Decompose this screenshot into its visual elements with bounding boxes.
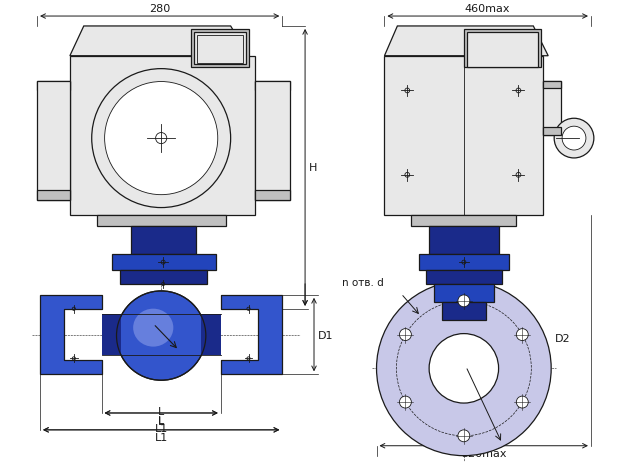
Text: D2: D2	[555, 333, 571, 343]
Polygon shape	[255, 190, 290, 200]
Text: 460max: 460max	[465, 4, 510, 14]
Bar	[442, 302, 486, 320]
Circle shape	[554, 119, 594, 159]
Text: D1: D1	[318, 330, 333, 340]
Polygon shape	[384, 27, 548, 56]
Bar	[467, 33, 538, 68]
Text: 320max: 320max	[461, 448, 507, 458]
Bar	[384, 56, 543, 215]
Text: n отв. d: n отв. d	[342, 277, 384, 287]
Bar	[543, 81, 561, 136]
Circle shape	[92, 69, 231, 208]
Bar	[543, 128, 561, 136]
Circle shape	[105, 82, 218, 195]
Bar	[419, 255, 508, 270]
Circle shape	[517, 329, 528, 341]
Text: L: L	[158, 406, 164, 416]
Bar	[426, 270, 501, 284]
Circle shape	[458, 430, 470, 442]
Ellipse shape	[133, 309, 173, 347]
Bar	[96, 215, 226, 227]
Polygon shape	[37, 81, 70, 200]
Text: L1: L1	[154, 432, 168, 442]
Polygon shape	[37, 81, 70, 91]
Bar	[112, 255, 215, 270]
Bar	[543, 81, 561, 89]
Bar	[70, 56, 255, 215]
Bar	[197, 36, 243, 63]
Text: L: L	[158, 416, 164, 426]
Polygon shape	[40, 295, 101, 375]
Bar	[464, 30, 541, 68]
Bar	[101, 314, 122, 356]
Bar	[411, 215, 517, 227]
Bar	[194, 33, 246, 64]
Polygon shape	[220, 295, 282, 375]
Circle shape	[399, 396, 411, 408]
Bar	[201, 314, 220, 356]
Circle shape	[377, 282, 551, 456]
Circle shape	[399, 329, 411, 341]
Circle shape	[117, 291, 206, 381]
Text: H: H	[309, 163, 318, 173]
Text: 280: 280	[149, 4, 170, 14]
Bar	[101, 314, 220, 356]
Bar	[434, 284, 494, 302]
Polygon shape	[70, 27, 248, 56]
Bar	[120, 270, 207, 284]
Bar	[429, 227, 498, 255]
Bar	[191, 30, 248, 68]
Polygon shape	[37, 190, 70, 200]
Circle shape	[562, 127, 586, 150]
Circle shape	[429, 334, 498, 403]
Bar	[132, 227, 196, 255]
Circle shape	[458, 295, 470, 307]
Polygon shape	[255, 81, 290, 200]
Text: L1: L1	[154, 423, 168, 433]
Polygon shape	[255, 81, 290, 91]
Circle shape	[517, 396, 528, 408]
Text: L: L	[158, 415, 164, 425]
